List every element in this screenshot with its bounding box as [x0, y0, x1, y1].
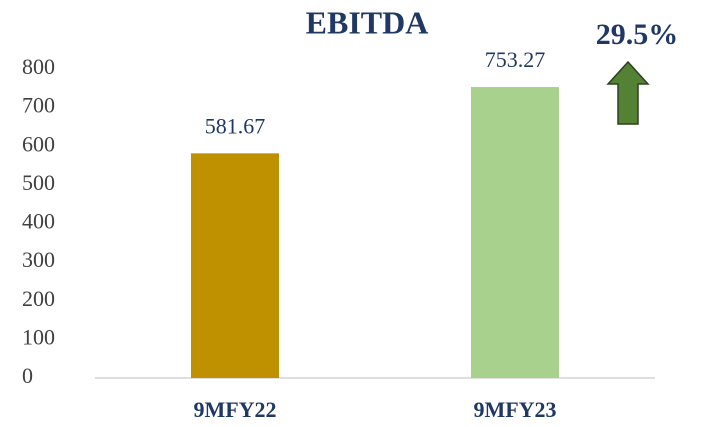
- data-label: 581.67: [205, 113, 266, 138]
- growth-annotation: 29.5%: [596, 18, 679, 51]
- y-tick-label: 500: [22, 170, 55, 195]
- y-tick-label: 200: [22, 286, 55, 311]
- y-tick-label: 600: [22, 131, 55, 156]
- bar: [471, 87, 559, 378]
- chart-title: EBITDA: [306, 4, 429, 40]
- x-tick-label: 9MFY22: [193, 397, 276, 422]
- growth-arrow: [606, 60, 650, 125]
- bar: [191, 153, 279, 378]
- y-tick-label: 0: [22, 363, 33, 388]
- x-tick-label: 9MFY23: [473, 397, 556, 422]
- y-tick-label: 700: [22, 93, 55, 118]
- y-tick-label: 400: [22, 209, 55, 234]
- data-label: 753.27: [485, 47, 546, 72]
- y-tick-label: 800: [22, 54, 55, 79]
- y-tick-label: 300: [22, 247, 55, 272]
- y-tick-label: 100: [22, 324, 55, 349]
